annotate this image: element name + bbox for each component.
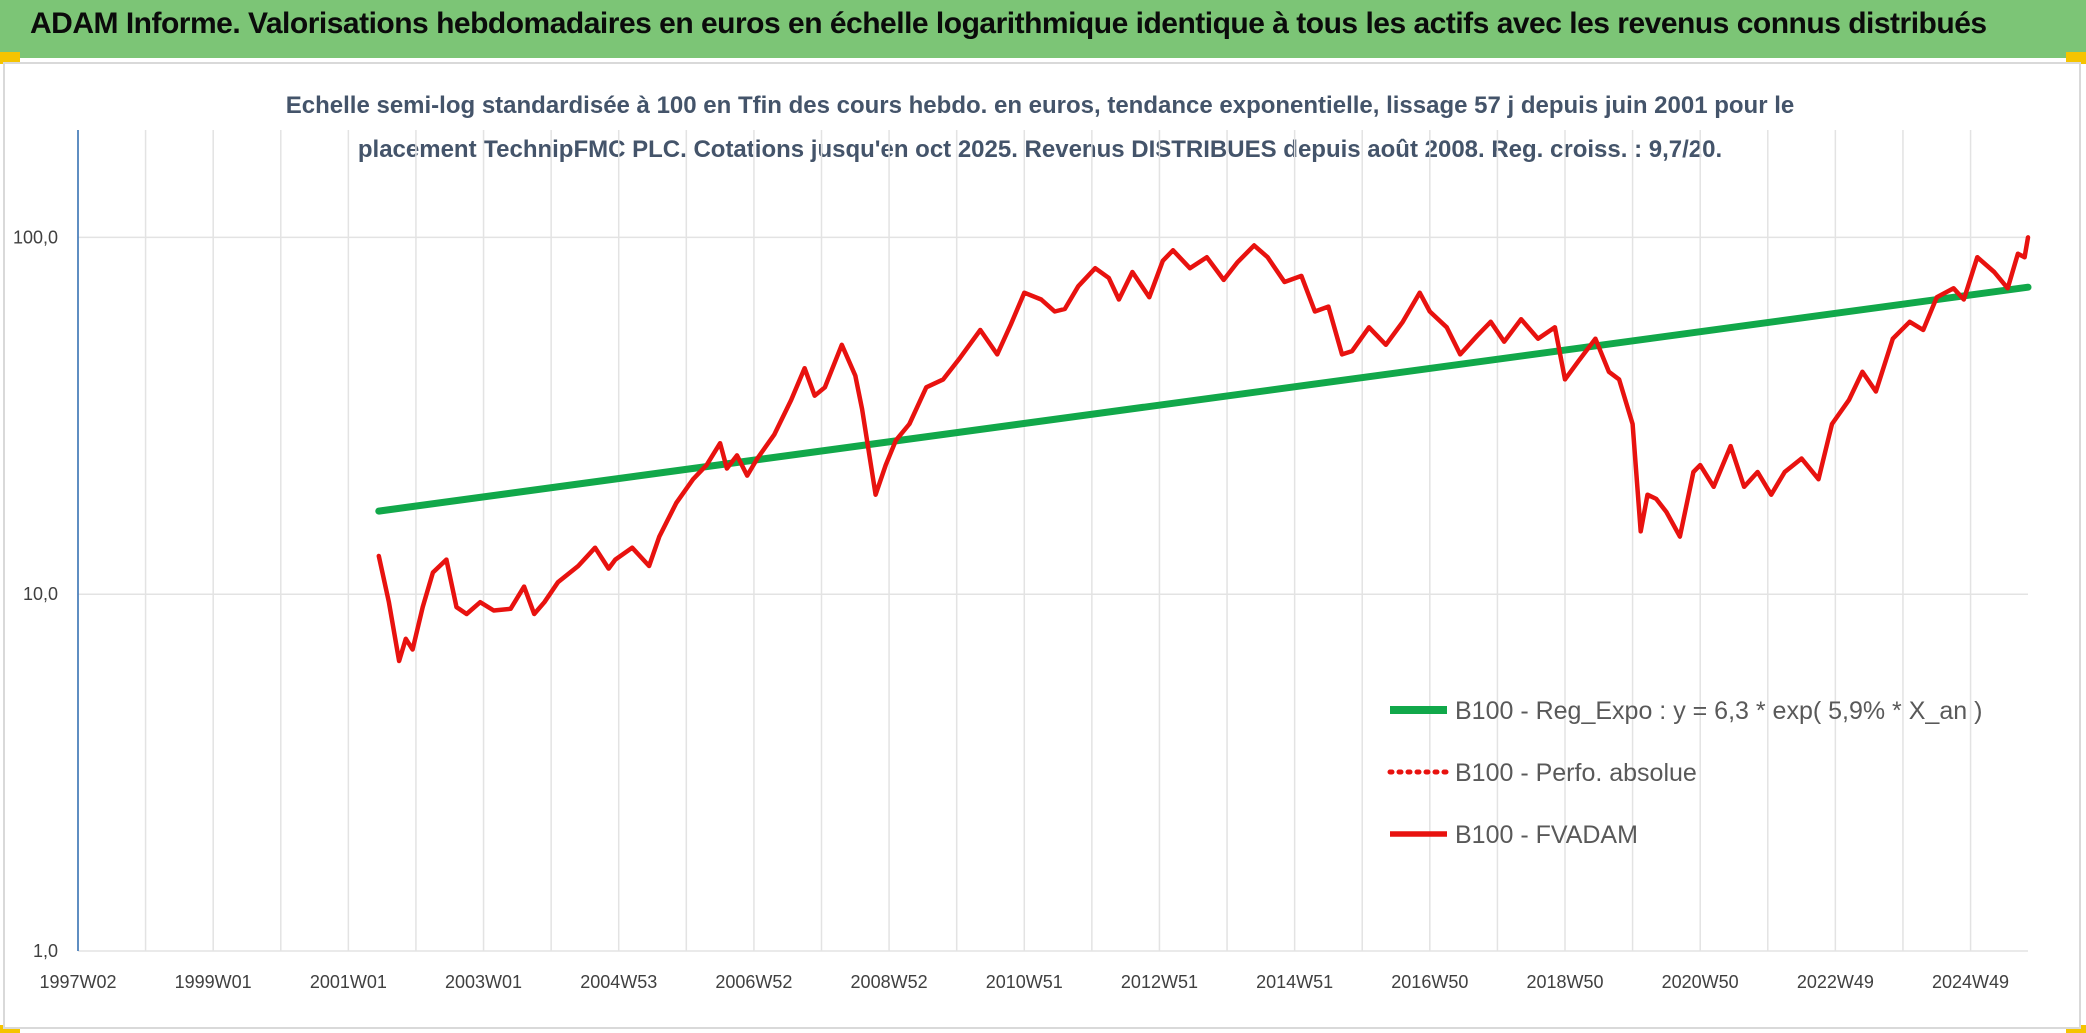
x-tick-label: 2008W52: [851, 972, 928, 992]
series-group: [375, 235, 2032, 664]
grid: [77, 130, 2028, 952]
chart-frame: [3, 62, 2081, 1029]
x-tick-label: 2024W49: [1932, 972, 2009, 992]
page-title: ADAM Informe. Valorisations hebdomadaire…: [30, 7, 1987, 40]
legend-label-2: B100 - Perfo. absolue: [1455, 759, 1697, 787]
y-tick-label: 10,0: [23, 584, 58, 604]
x-tick-label: 2010W51: [986, 972, 1063, 992]
legend: B100 - Reg_Expo : y = 6,3 * exp( 5,9% * …: [1387, 697, 1982, 849]
x-tick-label: 2004W53: [580, 972, 657, 992]
x-tick-label: 2022W49: [1797, 972, 1874, 992]
chart-title-line-1: Echelle semi-log standardisée à 100 en T…: [286, 92, 1794, 119]
y-tick-label: 1,0: [33, 941, 58, 961]
x-tick-label: 2012W51: [1121, 972, 1198, 992]
axes: 1,0 10,0 100,0 1997W02 1999W01 2001W01 2003W01…: [13, 130, 2009, 992]
corner-accent-left: [0, 52, 20, 64]
x-tick-label: 2014W51: [1256, 972, 1333, 992]
corner-accent-bottom-right: [2066, 1025, 2086, 1033]
y-tick-label: 100,0: [13, 227, 58, 247]
chart-title-line-2: placement TechnipFMC PLC. Cotations jusq…: [358, 136, 1722, 163]
x-tick-label: 2006W52: [715, 972, 792, 992]
x-tick-label: 2001W01: [310, 972, 387, 992]
series-line-1: [375, 283, 2032, 515]
corner-accent-bottom-left: [0, 1025, 20, 1033]
x-tick-label: 2020W50: [1662, 972, 1739, 992]
x-tick-label: 1997W02: [39, 972, 116, 992]
x-tick-label: 1999W01: [175, 972, 252, 992]
legend-label-1: B100 - Reg_Expo : y = 6,3 * exp( 5,9% * …: [1455, 697, 1982, 725]
legend-label-3: B100 - FVADAM: [1455, 821, 1638, 849]
series-line-3: [376, 235, 2031, 664]
header-bar: ADAM Informe. Valorisations hebdomadaire…: [0, 0, 2086, 58]
corner-accent-right: [2066, 52, 2086, 64]
x-tick-label: 2016W50: [1391, 972, 1468, 992]
x-tick-label: 2003W01: [445, 972, 522, 992]
x-tick-label: 2018W50: [1526, 972, 1603, 992]
